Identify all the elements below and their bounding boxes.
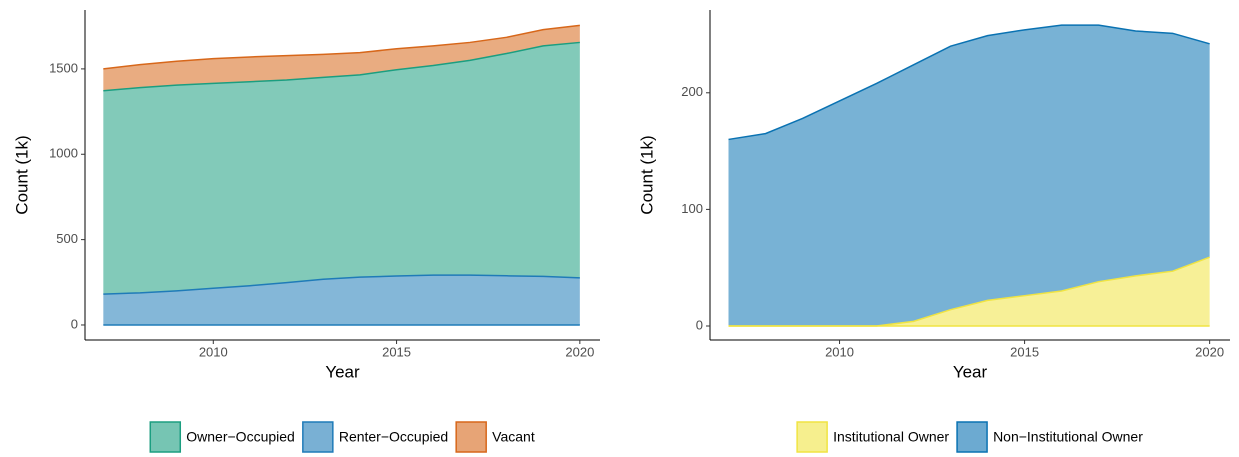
x-tick-label: 2015	[1010, 344, 1039, 359]
legend-label: Owner−Occupied	[186, 429, 295, 445]
legend-key	[455, 421, 487, 453]
x-tick-label: 2015	[382, 344, 411, 359]
area-edge	[728, 256, 1210, 327]
y-tick-label: 1000	[49, 146, 78, 161]
area-edge	[103, 274, 580, 295]
x-tick-label: 2020	[1195, 344, 1224, 359]
legend-key	[149, 421, 182, 453]
legend-label: Renter−Occupied	[339, 429, 448, 445]
area	[103, 25, 580, 91]
legend-label: Non−Institutional Owner	[993, 429, 1143, 445]
legend-label: Institutional Owner	[833, 429, 949, 445]
y-tick-label: 0	[71, 316, 78, 331]
y-tick-label: 200	[681, 84, 703, 99]
area	[728, 257, 1210, 327]
y-tick-label: 500	[56, 231, 78, 246]
area	[728, 25, 1210, 327]
area	[103, 42, 580, 295]
area-edge	[103, 41, 580, 92]
x-tick-label: 2010	[825, 344, 854, 359]
y-tick-label: 100	[681, 201, 703, 216]
legend-key	[956, 421, 988, 453]
x-axis-title: Year	[953, 362, 988, 381]
area-edge	[728, 24, 1210, 141]
legend-key	[796, 421, 828, 453]
legend-label: Vacant	[492, 429, 535, 445]
x-tick-label: 2020	[565, 344, 594, 359]
x-tick-label: 2010	[199, 344, 228, 359]
y-axis-title: Count (1k)	[637, 135, 656, 214]
x-axis-title: Year	[325, 362, 360, 381]
area	[103, 275, 580, 325]
legend-key	[302, 421, 334, 453]
y-tick-label: 0	[696, 317, 703, 332]
y-axis-title: Count (1k)	[12, 135, 31, 214]
y-tick-label: 1500	[49, 60, 78, 75]
area-edge	[103, 24, 580, 70]
